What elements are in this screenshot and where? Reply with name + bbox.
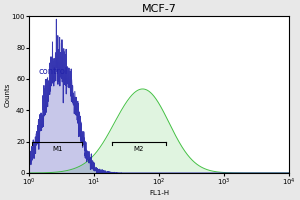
Text: M2: M2	[134, 146, 144, 152]
Text: M1: M1	[52, 146, 63, 152]
X-axis label: FL1-H: FL1-H	[149, 190, 169, 196]
Title: MCF-7: MCF-7	[142, 4, 176, 14]
Text: control: control	[39, 67, 68, 76]
Y-axis label: Counts: Counts	[4, 82, 10, 107]
